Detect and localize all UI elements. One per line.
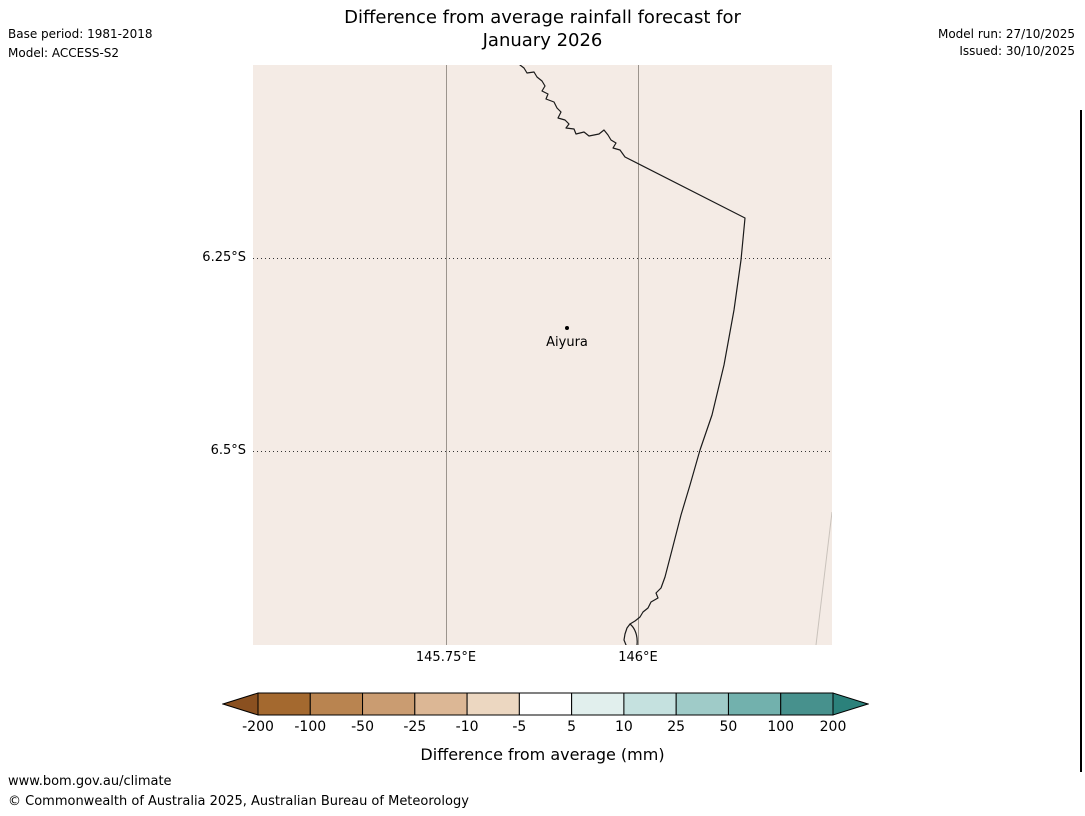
chart-title-line2: January 2026 xyxy=(482,30,603,51)
colorbar-tick-label: 200 xyxy=(819,719,847,735)
model-label: Model: ACCESS-S2 xyxy=(8,46,120,60)
colorbar-cell xyxy=(414,692,468,716)
map-canvas xyxy=(253,65,832,645)
x-axis-label-145-75E: 145.75°E xyxy=(415,650,477,665)
coastline-hook xyxy=(629,623,638,645)
footer-copyright: © Commonwealth of Australia 2025, Austra… xyxy=(8,794,469,809)
colorbar-tick-label: 5 xyxy=(567,719,577,735)
colorbar-caption: Difference from average (mm) xyxy=(420,745,665,764)
header-right: Model run: 27/10/2025 Issued: 30/10/2025 xyxy=(938,26,1075,60)
colorbar-tick-label: -200 xyxy=(242,719,274,735)
map-panel: Aiyura xyxy=(253,65,832,645)
colorbar-tick-label: 10 xyxy=(614,719,633,735)
colorbar-cell xyxy=(518,692,573,716)
station-label: Aiyura xyxy=(546,335,588,350)
colorbar-tick-label: 100 xyxy=(767,719,795,735)
colorbar-cell xyxy=(780,692,834,716)
colorbar-tick-label: -10 xyxy=(455,719,479,735)
base-period-label: Base period: 1981-2018 xyxy=(8,27,153,41)
colorbar-cell xyxy=(362,692,416,716)
colorbar-tick-labels: -200 -100 -50 -25 -10 -5 5 10 25 50 100 200 xyxy=(242,719,846,739)
colorbar-cell xyxy=(309,692,364,716)
colorbar-tick-label: -5 xyxy=(512,719,527,735)
x-axis-label-146E: 146°E xyxy=(618,650,658,665)
colorbar-cell xyxy=(623,692,677,716)
colorbar-cell xyxy=(727,692,782,716)
colorbar-cell xyxy=(571,692,625,716)
chart-title-line1: Difference from average rainfall forecas… xyxy=(344,7,741,28)
colorbar-arrow-right xyxy=(832,692,869,716)
colorbar-cell xyxy=(675,692,729,716)
colorbar-tick-label: -25 xyxy=(403,719,427,735)
colorbar-cells xyxy=(257,692,834,716)
colorbar-cell xyxy=(466,692,520,716)
colorbar xyxy=(222,692,869,716)
colorbar-tick-label: -100 xyxy=(294,719,327,735)
colorbar-cell xyxy=(257,692,311,716)
model-run-label: Model run: 27/10/2025 xyxy=(937,27,1075,41)
colorbar-arrow-left xyxy=(222,692,259,716)
y-axis-label-6-5S: 6.5°S xyxy=(210,443,246,458)
station-marker-dot xyxy=(565,326,569,330)
colorbar-tick-label: -50 xyxy=(351,719,374,735)
footer-link: www.bom.gov.au/climate xyxy=(8,774,172,789)
right-edge-line xyxy=(1080,110,1082,772)
coastline-border xyxy=(519,65,746,645)
coastline-faint xyxy=(815,511,832,645)
colorbar-tick-label: 25 xyxy=(667,719,686,735)
y-axis-label-6-25S: 6.25°S xyxy=(202,250,246,265)
issued-label: Issued: 30/10/2025 xyxy=(959,44,1075,58)
chart-title: Difference from average rainfall forecas… xyxy=(0,6,1085,52)
header-left: Base period: 1981-2018 Model: ACCESS-S2 xyxy=(8,25,153,63)
colorbar-tick-label: 50 xyxy=(719,719,738,735)
